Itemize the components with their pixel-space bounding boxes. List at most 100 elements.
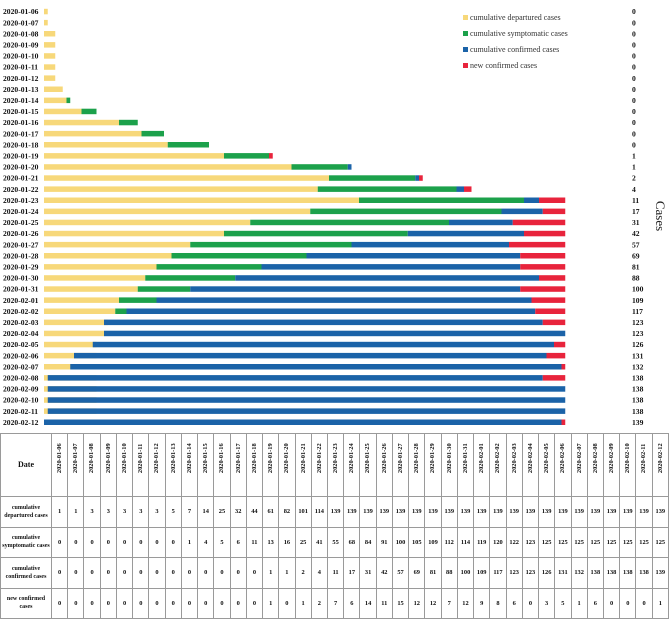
table-cell: 0 [229, 557, 247, 589]
count-label: 0 [632, 129, 636, 138]
date-label: 2020-01-24 [3, 207, 39, 216]
count-label: 109 [632, 296, 644, 305]
bar-symptomatic [81, 108, 97, 115]
bar-departured [44, 330, 104, 337]
table-date-header: 2020-01-24 [343, 433, 361, 497]
count-label: 0 [632, 7, 636, 16]
table-cell: 139 [505, 496, 523, 528]
table-cell: 119 [473, 526, 491, 558]
table-cell: 0 [132, 557, 150, 589]
table-cell: 41 [310, 526, 328, 558]
date-label: 2020-01-31 [3, 285, 39, 294]
count-label: 2 [632, 174, 636, 183]
table-cell: 120 [489, 526, 507, 558]
table-cell: 1 [262, 587, 280, 619]
table-cell: 5 [554, 587, 572, 619]
table-cell: 0 [180, 587, 199, 619]
table-date-header: 2020-01-13 [164, 433, 182, 497]
table-cell: 109 [473, 557, 491, 589]
date-label: 2020-01-29 [3, 262, 39, 271]
table-date-header: 2020-01-29 [424, 433, 442, 497]
table-cell: 0 [164, 587, 182, 619]
table-cell: 3 [132, 496, 150, 528]
table-cell: 3 [538, 587, 556, 619]
count-label: 132 [632, 362, 644, 371]
date-label: 2020-01-28 [3, 251, 39, 260]
table-cell: 2 [294, 557, 312, 589]
count-label: 117 [632, 307, 643, 316]
bar-departured [44, 297, 119, 303]
date-label: 2020-01-14 [3, 96, 39, 105]
bar-new-confirmed [535, 308, 566, 314]
bar-departured [44, 253, 172, 259]
table-date-header: 2020-01-19 [262, 433, 280, 497]
bar-symptomatic [171, 253, 307, 259]
table-cell: 117 [489, 557, 507, 589]
table-cell: 5 [164, 496, 182, 528]
date-label: 2020-02-08 [3, 373, 39, 382]
table-cell: 139 [440, 496, 458, 528]
bar-symptomatic [317, 186, 457, 192]
date-label: 2020-01-30 [3, 274, 39, 283]
bar-confirmed [501, 208, 543, 215]
bar-symptomatic [291, 164, 348, 170]
table-cell: 131 [554, 557, 572, 589]
legend-entry: cumulative confirmed cases [470, 45, 559, 54]
bar-new-confirmed [520, 286, 566, 292]
bar-new-confirmed [509, 241, 566, 248]
table-cell: 123 [521, 557, 540, 589]
date-label: 2020-01-11 [3, 63, 38, 72]
table-cell: 8 [489, 587, 507, 619]
count-label: 88 [632, 274, 640, 283]
bar-symptomatic [66, 97, 71, 104]
date-label: 2020-02-01 [3, 296, 39, 305]
table-cell: 125 [635, 526, 653, 558]
table-cell: 42 [375, 557, 393, 589]
table-date-header: 2020-02-09 [602, 433, 621, 497]
table-cell: 114 [310, 496, 328, 528]
table-cell: 12 [408, 587, 426, 619]
bar-confirmed [126, 308, 536, 314]
legend-swatch [463, 15, 468, 20]
table-cell: 3 [83, 496, 101, 528]
count-label: 138 [632, 385, 644, 394]
table-corner-label: Date [0, 433, 52, 497]
bar-new-confirmed [554, 341, 566, 348]
bar-symptomatic [167, 142, 209, 148]
table-cell: 0 [132, 587, 150, 619]
date-label: 2020-02-09 [3, 385, 39, 394]
bar-confirmed [456, 186, 464, 192]
bars-layer [44, 8, 566, 425]
bar-departured [44, 208, 311, 215]
table-cell: 1 [180, 526, 199, 558]
bar-confirmed [47, 386, 566, 392]
table-cell: 0 [635, 587, 653, 619]
table-date-header: 2020-01-15 [197, 433, 215, 497]
date-label: 2020-01-08 [3, 29, 39, 38]
date-label: 2020-01-10 [3, 52, 39, 61]
table-cell: 0 [602, 587, 621, 619]
table-cell: 139 [619, 496, 637, 528]
table-cell: 125 [651, 526, 669, 558]
table-cell: 139 [326, 496, 345, 528]
table-cell: 1 [294, 587, 312, 619]
table-cell: 125 [570, 526, 588, 558]
bar-confirmed [47, 408, 566, 414]
count-label: 100 [632, 285, 644, 294]
table-date-header: 2020-01-28 [408, 433, 426, 497]
table-cell: 11 [245, 526, 264, 558]
bar-confirmed [524, 197, 539, 203]
date-label: 2020-01-07 [3, 18, 39, 27]
table-cell: 32 [229, 496, 247, 528]
table-cell: 100 [391, 526, 410, 558]
date-label: 2020-02-06 [3, 351, 39, 360]
table-cell: 0 [99, 526, 117, 558]
date-label: 2020-01-09 [3, 40, 39, 49]
bar-confirmed [44, 419, 562, 425]
table-cell: 14 [359, 587, 377, 619]
table-cell: 6 [505, 587, 523, 619]
table-cell: 139 [473, 496, 491, 528]
bar-symptomatic [224, 230, 408, 237]
count-label: 17 [632, 207, 640, 216]
table-cell: 0 [278, 587, 296, 619]
